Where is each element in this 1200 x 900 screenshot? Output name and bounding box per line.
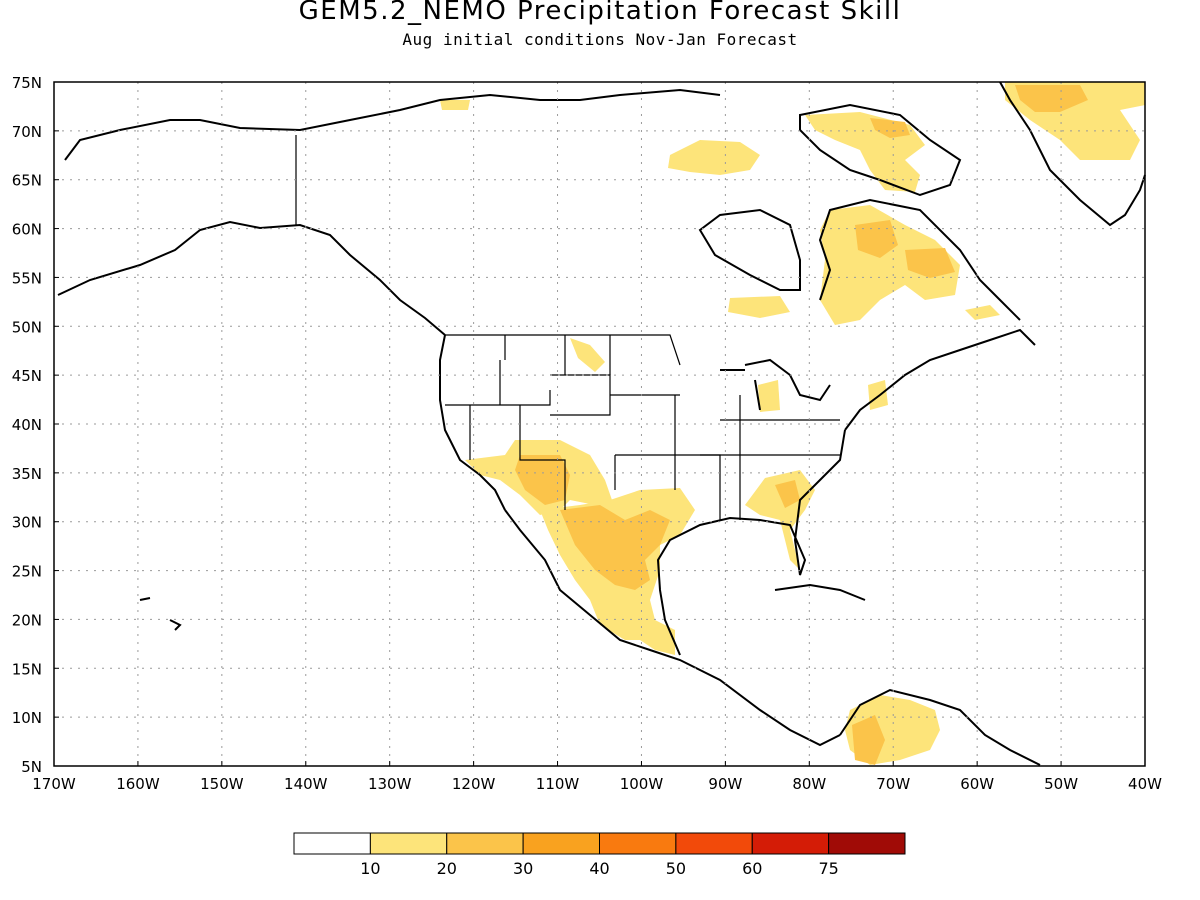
baja-mexico-coast bbox=[504, 509, 841, 747]
lon-tick-label: 150W bbox=[200, 775, 244, 793]
lat-tick-label: 65N bbox=[12, 172, 42, 190]
shade-nunavut bbox=[668, 140, 760, 175]
lat-tick-label: 75N bbox=[12, 74, 42, 92]
lat-tick-label: 30N bbox=[12, 514, 42, 532]
alaska-coast bbox=[57, 220, 446, 336]
colorbar-label: 10 bbox=[360, 859, 380, 878]
shade-quebec-core2 bbox=[905, 248, 955, 278]
great-lakes bbox=[720, 358, 831, 411]
coastlines bbox=[57, 81, 1146, 766]
shade-arctic-island bbox=[440, 100, 470, 110]
gulf-coast bbox=[656, 429, 846, 656]
labrador bbox=[818, 198, 1021, 321]
lat-tick-label: 5N bbox=[21, 758, 42, 776]
lon-tick-label: 80W bbox=[792, 775, 826, 793]
shade-quebec bbox=[820, 205, 960, 325]
colorbar-label: 50 bbox=[666, 859, 686, 878]
shade-greenland-core bbox=[1015, 85, 1088, 112]
alaska-north bbox=[64, 88, 721, 161]
lon-tick-label: 140W bbox=[284, 775, 328, 793]
shade-arizona-core bbox=[515, 455, 570, 505]
colorbar-swatch bbox=[293, 832, 371, 855]
colorbar-swatch bbox=[369, 832, 448, 855]
east-coast bbox=[844, 328, 1036, 431]
colorbar-swatch bbox=[522, 832, 600, 855]
shade-maritimes bbox=[965, 305, 1000, 320]
lat-tick-label: 60N bbox=[12, 221, 42, 239]
lat-tick-label: 10N bbox=[12, 709, 42, 727]
lon-tick-label: 60W bbox=[960, 775, 994, 793]
colorbar-label: 60 bbox=[742, 859, 762, 878]
lon-tick-label: 70W bbox=[876, 775, 910, 793]
lat-lon-grid bbox=[54, 82, 1145, 766]
lat-tick-label: 20N bbox=[12, 611, 42, 629]
shade-texas-core bbox=[560, 505, 670, 590]
south-america-coast bbox=[839, 688, 1041, 766]
lat-tick-label: 70N bbox=[12, 123, 42, 141]
map-subtitle: Aug initial conditions Nov-Jan Forecast bbox=[402, 30, 798, 49]
colorbar-swatch bbox=[751, 832, 830, 855]
greenland-coast bbox=[999, 81, 1146, 227]
shade-baffin-core bbox=[870, 118, 910, 138]
lat-tick-label: 25N bbox=[12, 563, 42, 581]
colorbar-swatch bbox=[599, 832, 677, 855]
lon-tick-label: 90W bbox=[708, 775, 742, 793]
colorbar-swatch bbox=[828, 832, 906, 855]
lon-tick-label: 160W bbox=[116, 775, 160, 793]
lat-tick-label: 15N bbox=[12, 660, 42, 678]
colorbar-label: 30 bbox=[513, 859, 533, 878]
shade-michigan bbox=[758, 380, 780, 412]
lon-tick-label: 110W bbox=[536, 775, 580, 793]
lat-tick-label: 40N bbox=[12, 416, 42, 434]
shade-newengland bbox=[868, 380, 888, 410]
hawaii bbox=[139, 597, 182, 631]
lat-tick-label: 50N bbox=[12, 318, 42, 336]
shade-ontario bbox=[728, 296, 790, 318]
lon-tick-label: 40W bbox=[1128, 775, 1162, 793]
hudson-bay bbox=[698, 208, 801, 291]
shade-southamerica-core bbox=[852, 715, 885, 765]
colorbar-label: 20 bbox=[437, 859, 457, 878]
shade-montana bbox=[570, 338, 605, 372]
lat-tick-label: 35N bbox=[12, 465, 42, 483]
west-coast bbox=[439, 334, 506, 511]
shade-southeast-core bbox=[775, 480, 800, 508]
skill-shading bbox=[440, 82, 1145, 765]
colorbar: 10 20 30 40 50 60 75 bbox=[293, 832, 906, 878]
lon-tick-label: 100W bbox=[620, 775, 664, 793]
lat-tick-label: 45N bbox=[12, 367, 42, 385]
colorbar-swatch bbox=[675, 832, 753, 855]
colorbar-label: 75 bbox=[818, 859, 838, 878]
lat-tick-labels: 75N 70N 65N 60N 55N 50N 45N 40N 35N 30N 25N 20N 15N 1… bbox=[12, 74, 59, 776]
colorbar-label: 40 bbox=[589, 859, 609, 878]
baffin-island bbox=[799, 103, 962, 197]
lon-tick-label: 170W bbox=[32, 775, 76, 793]
shade-quebec-core1 bbox=[855, 220, 898, 258]
cuba bbox=[774, 583, 866, 601]
lon-tick-labels: 170W 160W 150W 140W 130W 120W 110W 100W 90W 80W 70… bbox=[32, 761, 1162, 793]
lon-tick-label: 120W bbox=[452, 775, 496, 793]
lat-tick-label: 55N bbox=[12, 269, 42, 287]
colorbar-swatch bbox=[446, 832, 524, 855]
map-title: GEM5.2_NEMO Precipitation Forecast Skill bbox=[298, 0, 902, 26]
lon-tick-label: 50W bbox=[1044, 775, 1078, 793]
lon-tick-label: 130W bbox=[368, 775, 412, 793]
